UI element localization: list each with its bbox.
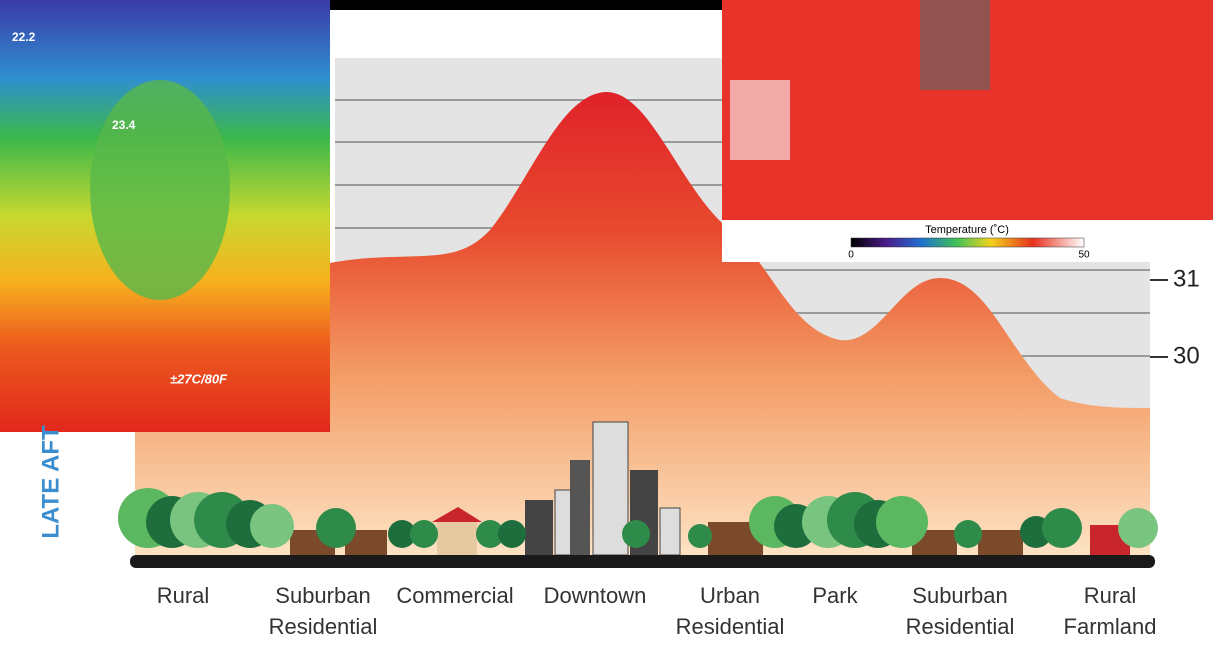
tree <box>410 520 438 548</box>
photo-label: ±27C/80F <box>170 371 228 386</box>
y-tick-label: 31 <box>1173 265 1200 292</box>
house <box>437 520 477 555</box>
zone-label: Residential <box>906 614 1015 639</box>
colorbar-max: 50 <box>1078 250 1090 261</box>
zone-label: Park <box>812 583 858 608</box>
tree <box>498 520 526 548</box>
tree-heat <box>90 80 230 300</box>
colorbar-min: 0 <box>848 250 854 261</box>
y-tick-label: 30 <box>1173 342 1200 369</box>
tree <box>1042 508 1082 548</box>
building-patch <box>730 80 790 160</box>
tree <box>622 520 650 548</box>
colorbar <box>850 237 1085 248</box>
photo-label: 23.4 <box>112 118 136 132</box>
tree <box>476 520 504 548</box>
zone-label: Downtown <box>544 583 647 608</box>
building-patch <box>920 0 990 90</box>
zone-label: Rural <box>157 583 210 608</box>
tree <box>1118 508 1158 548</box>
axis-label: LATE AFT <box>37 425 64 539</box>
ground <box>130 555 1155 568</box>
zone-label: Suburban <box>275 583 370 608</box>
tree <box>388 520 416 548</box>
building <box>570 460 590 555</box>
zone-label: Residential <box>676 614 785 639</box>
zone-label: Farmland <box>1064 614 1157 639</box>
building <box>525 500 553 555</box>
tree <box>876 496 928 548</box>
photo-label: 22.2 <box>12 30 36 44</box>
zone-label: Residential <box>269 614 378 639</box>
top-bar <box>330 0 730 10</box>
zone-label: Urban <box>700 583 760 608</box>
zone-label: Suburban <box>912 583 1007 608</box>
house <box>978 530 1023 555</box>
roof <box>432 507 482 522</box>
zone-label: Rural <box>1084 583 1137 608</box>
tree <box>954 520 982 548</box>
skyline <box>118 421 1158 556</box>
colorbar-title: Temperature (˚C) <box>925 224 1009 236</box>
tree <box>316 508 356 548</box>
building <box>659 507 681 556</box>
tree <box>250 504 294 548</box>
heat-profile <box>135 91 1150 556</box>
zone-label: Commercial <box>396 583 513 608</box>
tree <box>688 524 712 548</box>
